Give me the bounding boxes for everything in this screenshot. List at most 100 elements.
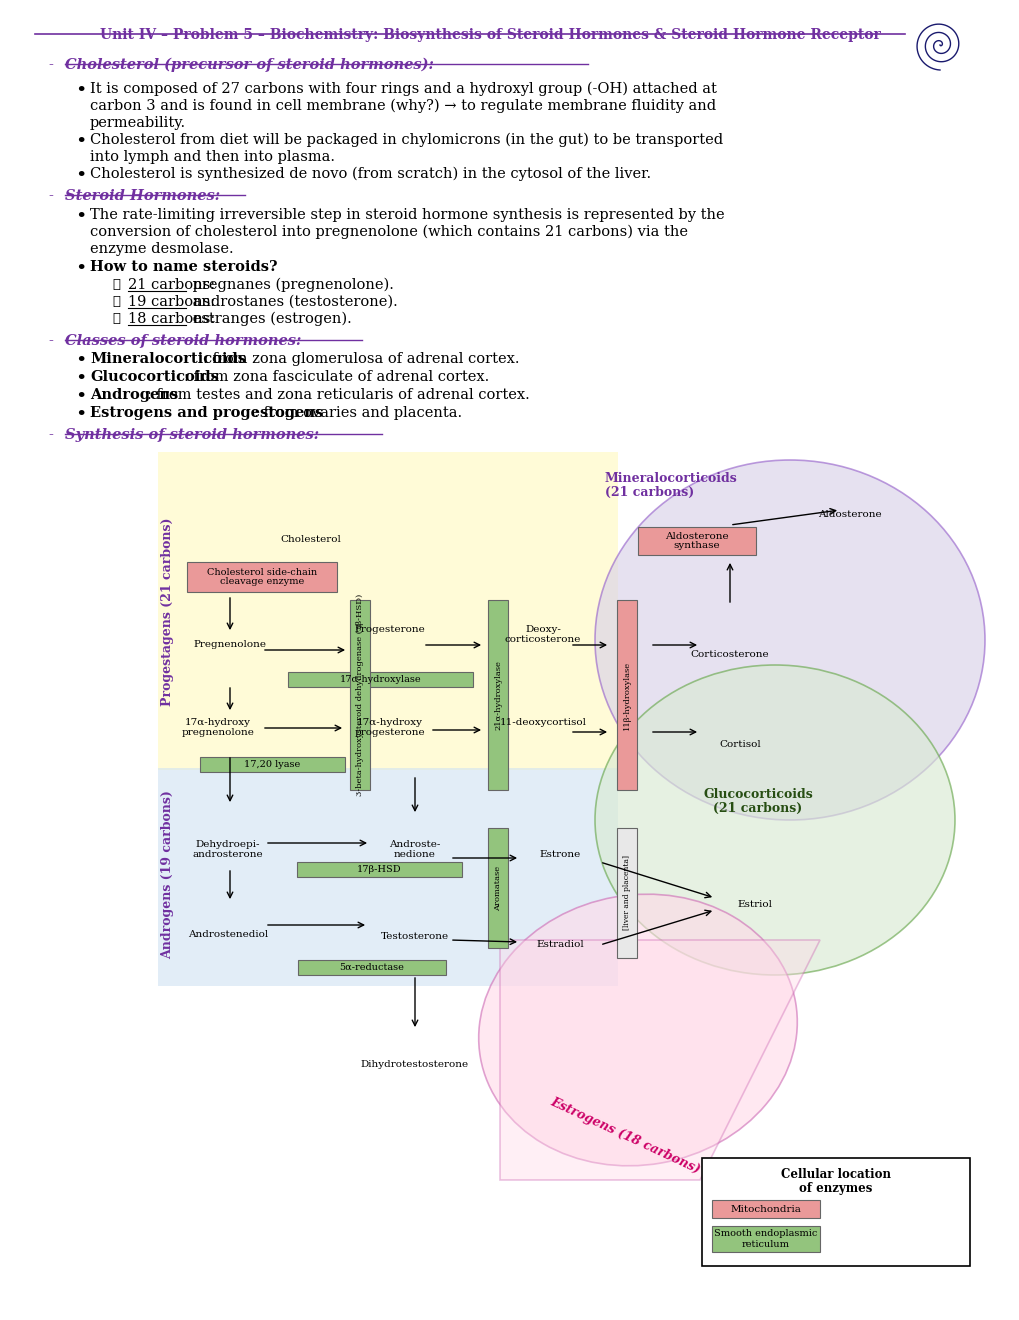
Text: Estriol: Estriol	[737, 900, 771, 909]
FancyBboxPatch shape	[287, 672, 473, 686]
Text: conversion of cholesterol into pregnenolone (which contains 21 carbons) via the: conversion of cholesterol into pregnenol…	[90, 224, 688, 239]
Text: 11-deoxycortisol: 11-deoxycortisol	[499, 718, 586, 727]
Ellipse shape	[478, 894, 797, 1166]
Text: Deoxy-
corticosterone: Deoxy- corticosterone	[504, 624, 581, 644]
Text: 21 carbons:: 21 carbons:	[127, 279, 215, 292]
Text: •: •	[75, 370, 87, 388]
Text: Androstenediol: Androstenediol	[187, 931, 268, 939]
FancyBboxPatch shape	[298, 960, 445, 975]
Text: Progestagens (21 carbons): Progestagens (21 carbons)	[161, 517, 174, 706]
FancyBboxPatch shape	[297, 862, 462, 876]
Text: Aldosterone: Aldosterone	[817, 510, 881, 519]
Text: Estradiol: Estradiol	[536, 940, 583, 949]
Text: 17,20 lyase: 17,20 lyase	[245, 760, 301, 770]
Text: 18 carbons:: 18 carbons:	[127, 312, 215, 326]
Text: Mitochondria: Mitochondria	[730, 1204, 801, 1213]
Text: (21 carbons): (21 carbons)	[712, 803, 802, 814]
Text: Synthesis of steroid hormones:: Synthesis of steroid hormones:	[65, 428, 319, 442]
Text: -: -	[48, 428, 53, 442]
FancyBboxPatch shape	[158, 768, 618, 986]
Text: How to name steroids?: How to name steroids?	[90, 260, 277, 275]
Text: •: •	[75, 407, 87, 424]
Text: -: -	[48, 58, 53, 73]
Text: Glucocorticoids: Glucocorticoids	[90, 370, 219, 384]
Text: Cellular location: Cellular location	[781, 1168, 891, 1181]
FancyBboxPatch shape	[487, 601, 507, 789]
Text: Dehydroepi-
androsterone: Dehydroepi- androsterone	[193, 840, 263, 859]
FancyBboxPatch shape	[616, 828, 637, 958]
Text: 17α-hydroxylase: 17α-hydroxylase	[339, 675, 421, 684]
FancyBboxPatch shape	[701, 1158, 969, 1266]
Text: Estrogens and progestogens: Estrogens and progestogens	[90, 407, 323, 420]
Text: permeability.: permeability.	[90, 116, 185, 129]
Polygon shape	[499, 940, 819, 1180]
Text: Mineralocorticoids: Mineralocorticoids	[604, 473, 737, 484]
FancyBboxPatch shape	[350, 601, 370, 789]
Text: : from testes and zona reticularis of adrenal cortex.: : from testes and zona reticularis of ad…	[147, 388, 529, 403]
Text: (21 carbons): (21 carbons)	[604, 486, 694, 499]
Text: 17α-hydroxy
progesterone: 17α-hydroxy progesterone	[355, 718, 425, 738]
FancyBboxPatch shape	[616, 601, 637, 789]
FancyBboxPatch shape	[200, 756, 344, 772]
Text: enzyme desmolase.: enzyme desmolase.	[90, 242, 233, 256]
Text: •: •	[75, 168, 87, 185]
Text: Estrogens (18 carbons): Estrogens (18 carbons)	[547, 1096, 701, 1176]
Text: •: •	[75, 388, 87, 407]
FancyBboxPatch shape	[158, 451, 618, 770]
Text: 5α-reductase: 5α-reductase	[339, 964, 405, 972]
Text: •: •	[75, 82, 87, 100]
Text: Corticosterone: Corticosterone	[690, 649, 768, 659]
Text: •: •	[75, 133, 87, 150]
FancyBboxPatch shape	[711, 1200, 819, 1218]
Text: Cholesterol is synthesized de novo (from scratch) in the cytosol of the liver.: Cholesterol is synthesized de novo (from…	[90, 168, 650, 181]
Text: Cholesterol from diet will be packaged in chylomicrons (in the gut) to be transp: Cholesterol from diet will be packaged i…	[90, 133, 722, 148]
Text: ✓: ✓	[112, 294, 120, 308]
Text: Dihydrotestosterone: Dihydrotestosterone	[361, 1060, 469, 1069]
Text: Testosterone: Testosterone	[380, 932, 448, 941]
Text: Androgens: Androgens	[90, 388, 178, 403]
Text: Cholesterol: Cholesterol	[280, 535, 340, 544]
Text: : from zona glomerulosa of adrenal cortex.: : from zona glomerulosa of adrenal corte…	[203, 352, 520, 366]
Text: 21α-hydroxylase: 21α-hydroxylase	[493, 660, 501, 730]
Text: 17β-HSD: 17β-HSD	[357, 865, 401, 874]
Ellipse shape	[594, 665, 954, 975]
FancyBboxPatch shape	[487, 828, 507, 948]
Text: [liver and placenta]: [liver and placenta]	[623, 855, 631, 931]
Text: Cholesterol side-chain: Cholesterol side-chain	[207, 568, 317, 577]
Text: ✓: ✓	[112, 279, 120, 290]
Text: Mineralocorticoids: Mineralocorticoids	[90, 352, 246, 366]
Text: •: •	[75, 260, 87, 279]
Text: Glucocorticoids: Glucocorticoids	[702, 788, 812, 801]
Text: androstanes (testosterone).: androstanes (testosterone).	[187, 294, 397, 309]
Text: cleavage enzyme: cleavage enzyme	[220, 577, 304, 586]
Text: It is composed of 27 carbons with four rings and a hydroxyl group (-OH) attached: It is composed of 27 carbons with four r…	[90, 82, 716, 96]
Text: 11β-hydroxylase: 11β-hydroxylase	[623, 660, 631, 730]
Text: pregnanes (pregnenolone).: pregnanes (pregnenolone).	[187, 279, 393, 293]
Text: Estrone: Estrone	[539, 850, 580, 859]
FancyBboxPatch shape	[711, 1226, 819, 1251]
Text: carbon 3 and is found in cell membrane (why?) → to regulate membrane fluidity an: carbon 3 and is found in cell membrane (…	[90, 99, 715, 114]
Text: of enzymes: of enzymes	[799, 1181, 872, 1195]
Text: Androgens (19 carbons): Androgens (19 carbons)	[161, 791, 174, 960]
Text: -: -	[48, 334, 53, 348]
Text: estranges (estrogen).: estranges (estrogen).	[187, 312, 352, 326]
Text: •: •	[75, 209, 87, 226]
Text: 19 carbons:: 19 carbons:	[127, 294, 215, 309]
Text: : from zona fasciculate of adrenal cortex.: : from zona fasciculate of adrenal corte…	[184, 370, 489, 384]
Text: Cholesterol (precursor of steroid hormones):: Cholesterol (precursor of steroid hormon…	[65, 58, 433, 73]
Text: Androste-
nedione: Androste- nedione	[389, 840, 440, 859]
Text: into lymph and then into plasma.: into lymph and then into plasma.	[90, 150, 334, 164]
Text: 3-beta-hydroxysteroid dehydrogenase (3β-HSD): 3-beta-hydroxysteroid dehydrogenase (3β-…	[356, 594, 364, 796]
Text: Unit IV – Problem 5 – Biochemistry: Biosynthesis of Steroid Hormones & Steroid H: Unit IV – Problem 5 – Biochemistry: Bios…	[100, 28, 879, 42]
Text: Cortisol: Cortisol	[718, 741, 760, 748]
Ellipse shape	[594, 459, 984, 820]
Text: Progesterone: Progesterone	[355, 624, 425, 634]
Text: Aldosterone: Aldosterone	[664, 532, 729, 541]
Text: synthase: synthase	[673, 541, 719, 550]
FancyBboxPatch shape	[186, 562, 336, 591]
Text: 17α-hydroxy
pregnenolone: 17α-hydroxy pregnenolone	[181, 718, 254, 738]
FancyBboxPatch shape	[637, 527, 755, 554]
Text: Steroid Hormones:: Steroid Hormones:	[65, 189, 220, 203]
Text: Smooth endoplasmic
reticulum: Smooth endoplasmic reticulum	[713, 1229, 817, 1249]
Text: ✓: ✓	[112, 312, 120, 325]
